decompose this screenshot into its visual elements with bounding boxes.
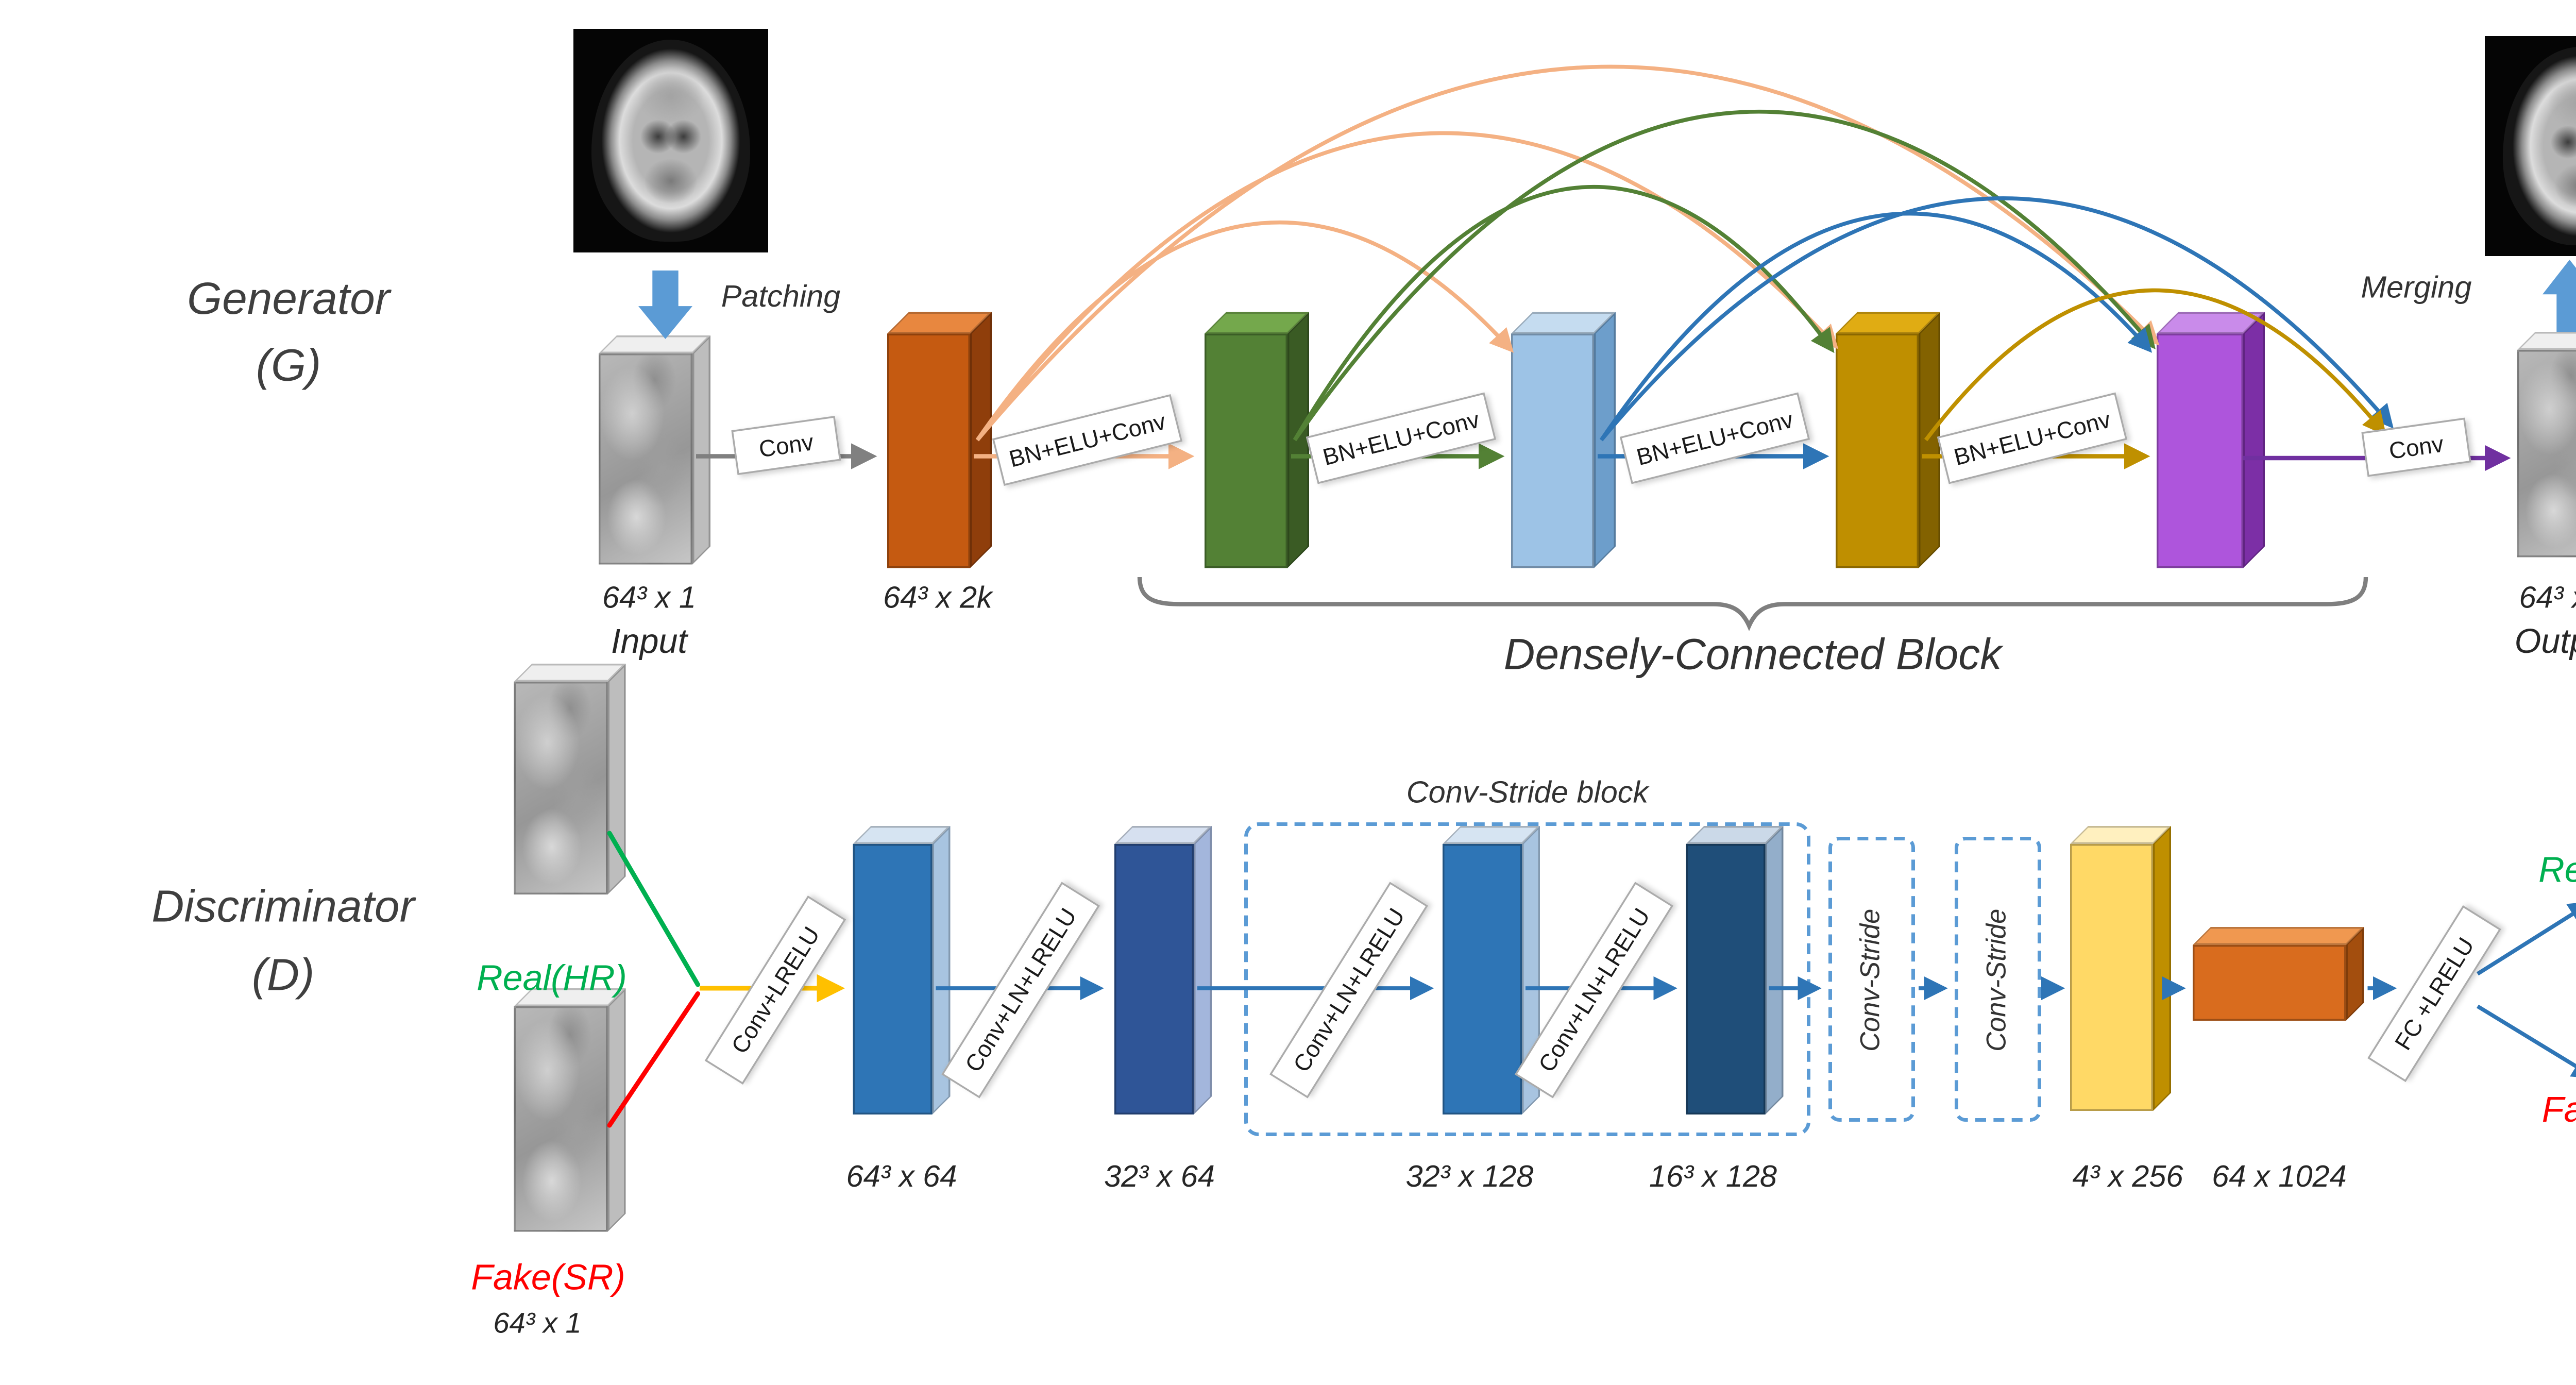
- slab-face-main: [853, 844, 933, 1114]
- disc-fc-box: FC +LRELU: [2367, 905, 2501, 1083]
- slab-face-main: [1443, 844, 1522, 1114]
- slab-face-main: [2193, 945, 2346, 1021]
- slab-face-side: [607, 664, 626, 894]
- disc-dim-2: 32³ x 64: [1104, 1159, 1215, 1194]
- slab-face-side: [1919, 312, 1940, 568]
- fake-output-label: Fake(SR)?: [2541, 1091, 2576, 1131]
- slab-face-side: [1287, 312, 1309, 568]
- gen-input-label: Input: [611, 624, 687, 662]
- brain-mri-thumbnail-right: [2485, 36, 2576, 256]
- fake-sr-label: Fake(SR): [471, 1259, 625, 1298]
- gen-conv-out-label: Conv: [2387, 430, 2446, 465]
- merging-arrow-icon: [2543, 260, 2576, 332]
- gen-input-dim: 64³ x 1: [602, 581, 696, 615]
- discriminator-title-line1: Discriminator: [151, 882, 415, 933]
- real-hr-label: Real(HR): [477, 959, 627, 999]
- slab-face-side: [2153, 826, 2171, 1111]
- patching-label: Patching: [721, 279, 841, 314]
- dense-block-label: Densely-Connected Block: [1503, 631, 2002, 680]
- gen-dense-op-label-4: BN+ELU+Conv: [1951, 406, 2113, 471]
- disc-fc-label: FC +LRELU: [2389, 933, 2480, 1055]
- conv-stride-label-2: Conv-Stride: [1982, 907, 2013, 1051]
- gen-post-conv-dim: 64³ x 2k: [883, 581, 992, 615]
- slab-face-main: [1836, 333, 1919, 568]
- slab-face-main: [2157, 333, 2243, 568]
- gen-conv-in-label: Conv: [757, 428, 816, 463]
- conv-stride-box-1: Conv-Stride: [1828, 837, 1915, 1122]
- dense-block-brace: [1137, 577, 2368, 631]
- slab-face-side: [1765, 826, 1784, 1114]
- slab-face-main: [599, 353, 692, 565]
- slab-face-main: [514, 1006, 608, 1232]
- disc-dim-6: 64 x 1024: [2212, 1159, 2347, 1194]
- disc-op-label-2: Conv+LN+LRELU: [959, 903, 1082, 1077]
- brain-mri-thumbnail-left: [573, 29, 768, 252]
- slab-face-main: [2070, 844, 2153, 1111]
- conv-stride-block-label: Conv-Stride block: [1406, 775, 1649, 810]
- slab-face-main: [887, 333, 970, 568]
- slab-face-main: [2517, 350, 2576, 558]
- patching-arrow-icon: [638, 271, 692, 339]
- gen-dense-op-box-1: BN+ELU+Conv: [992, 394, 1183, 486]
- slab-face-side: [970, 312, 992, 568]
- gen-output-label: Output: [2514, 624, 2576, 662]
- gen-conv-in-box: Conv: [731, 416, 841, 475]
- gen-dense-op-label-1: BN+ELU+Conv: [1006, 407, 1168, 473]
- generator-title-line2: (G): [256, 341, 321, 392]
- slab-face-top: [599, 335, 710, 353]
- disc-dim-1: 64³ x 64: [846, 1159, 957, 1194]
- slab-face-main: [1686, 844, 1766, 1114]
- disc-op-label-1: Conv+LRELU: [725, 922, 825, 1058]
- disc-op-box-1: Conv+LRELU: [704, 896, 846, 1085]
- gen-conv-out-box: Conv: [2361, 417, 2471, 477]
- disc-dim-3: 32³ x 128: [1405, 1159, 1534, 1194]
- slab-face-main: [514, 682, 608, 894]
- disc-op-box-2: Conv+LN+LRELU: [941, 882, 1100, 1099]
- slab-face-side: [2243, 312, 2265, 568]
- disc-dim-4: 16³ x 128: [1649, 1159, 1777, 1194]
- gen-dense-op-box-2: BN+ELU+Conv: [1306, 392, 1497, 484]
- conv-stride-box-2: Conv-Stride: [1955, 837, 2041, 1122]
- slab-face-main: [1114, 844, 1194, 1114]
- merging-label: Merging: [2361, 271, 2472, 305]
- slab-face-top: [2517, 332, 2576, 350]
- slab-face-top: [2193, 927, 2364, 945]
- slab-face-main: [1511, 333, 1594, 568]
- slab-face-side: [1194, 826, 1212, 1114]
- fake-sr-dim: 64³ x 1: [493, 1309, 582, 1340]
- slab-face-top: [514, 664, 626, 682]
- generator-title-line1: Generator: [187, 274, 390, 325]
- slab-face-side: [692, 335, 710, 565]
- conv-stride-label-1: Conv-Stride: [1856, 907, 1887, 1051]
- discriminator-title-line2: (D): [251, 950, 315, 1001]
- gen-output-dim: 64³ x 1: [2519, 581, 2576, 615]
- gen-dense-op-label-3: BN+ELU+Conv: [1634, 406, 1796, 471]
- disc-dim-5: 4³ x 256: [2072, 1159, 2183, 1194]
- real-output-label: Real(HR)?: [2538, 851, 2576, 891]
- gen-dense-op-box-4: BN+ELU+Conv: [1937, 392, 2128, 484]
- gen-dense-op-label-2: BN+ELU+Conv: [1320, 406, 1482, 471]
- slab-face-side: [1594, 312, 1616, 568]
- gen-dense-op-box-3: BN+ELU+Conv: [1619, 392, 1810, 484]
- slab-face-main: [1205, 333, 1287, 568]
- slab-face-side: [607, 988, 626, 1232]
